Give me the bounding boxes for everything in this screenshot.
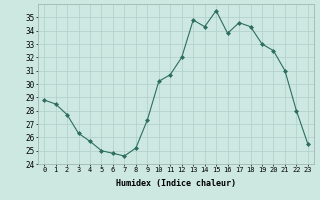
- X-axis label: Humidex (Indice chaleur): Humidex (Indice chaleur): [116, 179, 236, 188]
